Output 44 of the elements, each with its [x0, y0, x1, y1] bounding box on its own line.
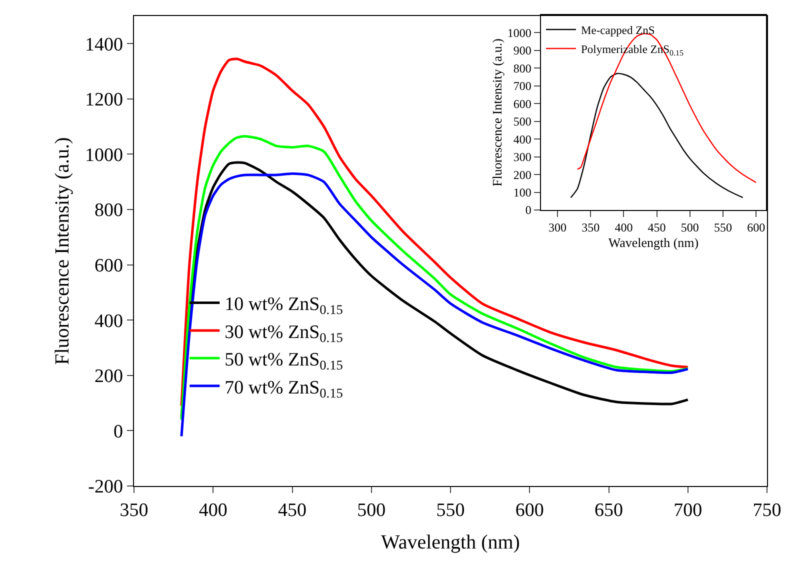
x-tick-label: 400 [614, 220, 633, 235]
y-tick-label: -200 [88, 476, 123, 498]
y-tick-label: 1200 [85, 90, 123, 111]
y-tick-label: 100 [513, 185, 532, 200]
y-axis-title: Fluorescence Intensity (a.u.) [489, 38, 504, 187]
y-tick-label: 900 [513, 44, 532, 58]
x-tick-label: 650 [594, 500, 623, 521]
legend-label: 50 wt% ZnS$_{0.15}$ [224, 350, 344, 373]
x-tick-label: 500 [680, 220, 699, 235]
legend-label: 10 wt% ZnS$_{0.15}$ [224, 294, 344, 318]
y-tick-label: 600 [94, 255, 123, 276]
y-tick-label: 400 [94, 310, 123, 332]
y-tick-label: 1400 [85, 34, 123, 56]
x-tick-label: 400 [198, 500, 228, 521]
y-tick-label: 0 [525, 203, 532, 218]
x-tick-label: 500 [357, 500, 386, 521]
legend-label: 70 wt% ZnS$_{0.15}$ [224, 377, 344, 400]
y-tick-label: 500 [513, 114, 532, 129]
x-axis-title: Wavelength (nm) [608, 235, 699, 250]
x-tick-label: 350 [120, 500, 148, 521]
y-tick-label: 0 [114, 421, 123, 442]
x-tick-label: 700 [674, 500, 702, 521]
y-tick-label: 700 [513, 79, 532, 94]
y-tick-label: 300 [513, 150, 532, 164]
y-tick-label: 200 [94, 366, 123, 388]
x-tick-label: 750 [752, 500, 782, 521]
x-axis-title: Wavelength (nm) [381, 531, 520, 554]
y-axis-title: Fluorescence Intensity (a.u.) [52, 137, 74, 365]
y-tick-label: 1000 [85, 144, 123, 166]
y-tick-label: 800 [94, 200, 123, 222]
legend-label: 30 wt% ZnS$_{0.15}$ [224, 322, 344, 345]
x-tick-label: 300 [548, 220, 567, 235]
x-tick-label: 550 [436, 500, 465, 521]
line-series [570, 72, 744, 198]
y-tick-label: 200 [513, 168, 532, 182]
y-tick-label: 800 [513, 61, 532, 76]
x-tick-label: 450 [278, 500, 306, 521]
x-tick-label: 600 [747, 220, 766, 235]
x-tick-label: 450 [648, 220, 666, 235]
x-tick-label: 350 [582, 220, 600, 235]
y-tick-label: 400 [513, 132, 532, 146]
x-tick-label: 550 [714, 220, 732, 235]
y-tick-label: 1000 [507, 26, 532, 40]
y-tick-label: 600 [513, 96, 532, 111]
